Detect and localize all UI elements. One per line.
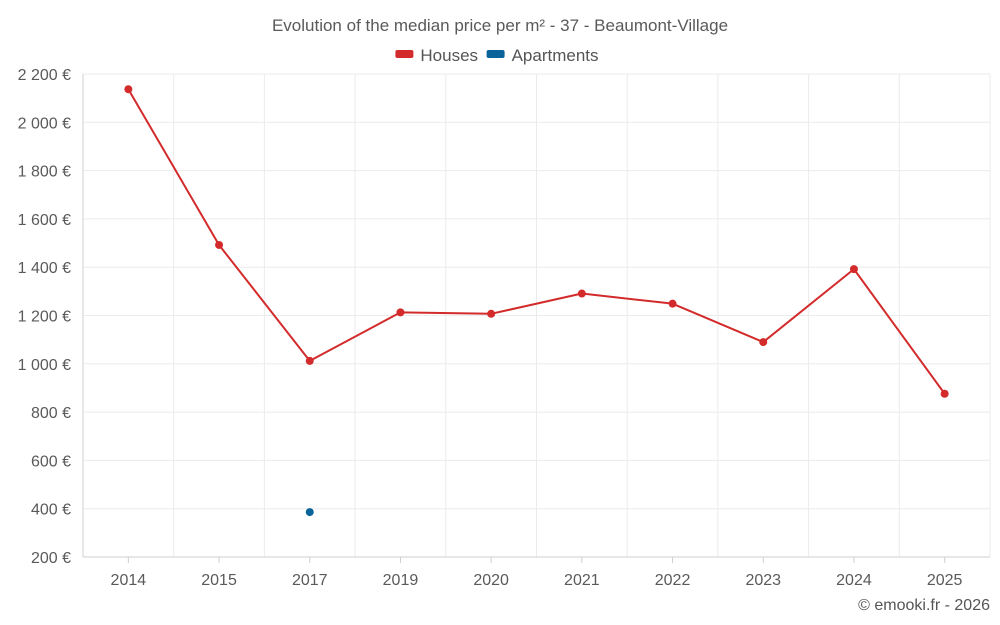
x-tick-label: 2022 — [655, 572, 691, 589]
data-point-houses[interactable] — [396, 308, 404, 316]
data-point-houses[interactable] — [941, 390, 949, 398]
y-tick-label: 1 800 € — [18, 164, 71, 181]
x-tick-label: 2015 — [201, 572, 237, 589]
legend-swatch — [395, 50, 413, 58]
legend-swatch — [487, 50, 505, 58]
x-tick-label: 2019 — [383, 572, 419, 589]
y-tick-label: 1 600 € — [18, 212, 71, 229]
legend-item-houses[interactable]: Houses — [395, 46, 478, 65]
data-point-houses[interactable] — [578, 290, 586, 298]
axes: 200 € 400 € 600 € 800 € 1 000 € 1 200 € 1 400 … — [18, 67, 990, 589]
y-tick-label: 200 € — [31, 550, 71, 567]
chart-svg: Evolution of the median price per m² - 3… — [0, 0, 1000, 625]
credit: © emooki.fr - 2026 — [858, 597, 990, 614]
legend: Houses Apartments — [395, 46, 598, 65]
data-point-houses[interactable] — [487, 310, 495, 318]
y-tick-label: 2 200 € — [18, 67, 71, 84]
y-tick-label: 2 000 € — [18, 115, 71, 132]
y-tick-label: 1 400 € — [18, 260, 71, 277]
x-tick-label: 2024 — [836, 572, 872, 589]
y-tick-label: 1 200 € — [18, 309, 71, 326]
data-point-houses[interactable] — [215, 241, 223, 249]
legend-label: Houses — [420, 46, 478, 65]
x-tick-label: 2021 — [564, 572, 600, 589]
y-tick-label: 800 € — [31, 405, 71, 422]
x-tick-label: 2017 — [292, 572, 328, 589]
data-point-apartments[interactable] — [306, 508, 314, 516]
x-tick-label: 2023 — [745, 572, 781, 589]
grid — [83, 74, 990, 557]
y-tick-label: 600 € — [31, 453, 71, 470]
x-tick-label: 2025 — [927, 572, 963, 589]
x-tick-label: 2014 — [111, 572, 147, 589]
data-point-houses[interactable] — [850, 265, 858, 273]
data-point-houses[interactable] — [124, 85, 132, 93]
data-point-houses[interactable] — [759, 338, 767, 346]
data-point-houses[interactable] — [306, 357, 314, 365]
chart: Evolution of the median price per m² - 3… — [0, 0, 1000, 625]
data-point-houses[interactable] — [669, 300, 677, 308]
x-tick-label: 2020 — [473, 572, 509, 589]
legend-item-apartments[interactable]: Apartments — [487, 46, 599, 65]
chart-title: Evolution of the median price per m² - 3… — [272, 16, 728, 35]
y-tick-label: 400 € — [31, 502, 71, 519]
y-tick-label: 1 000 € — [18, 357, 71, 374]
legend-label: Apartments — [512, 46, 599, 65]
